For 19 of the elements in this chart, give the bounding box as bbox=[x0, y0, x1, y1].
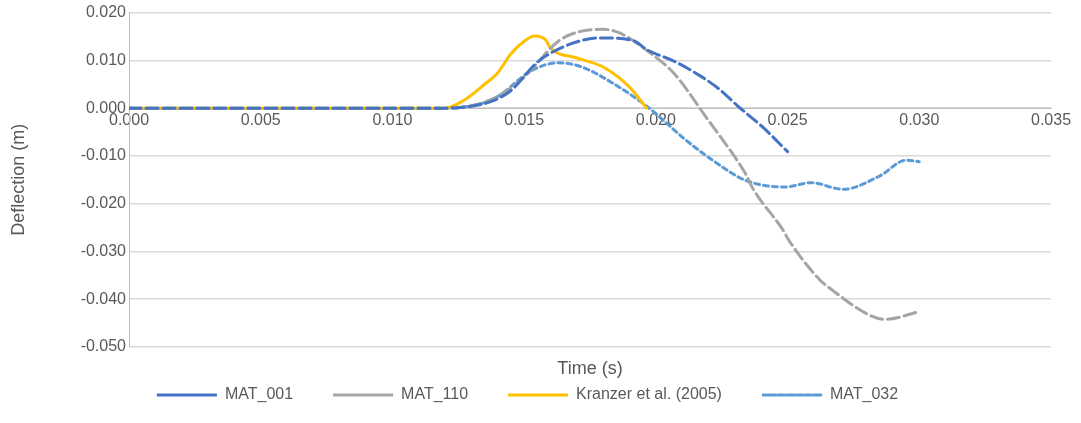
legend-label: MAT_001 bbox=[224, 385, 294, 404]
y-tick-label: -0.010 bbox=[80, 146, 127, 164]
x-tick-label: 0.005 bbox=[240, 111, 281, 129]
legend-label: MAT_032 bbox=[829, 385, 899, 404]
x-tick-label: 0.015 bbox=[504, 111, 545, 129]
legend-label: MAT_110 bbox=[401, 385, 469, 404]
y-tick-label: -0.020 bbox=[80, 194, 127, 212]
x-tick-label: 0.030 bbox=[899, 111, 940, 129]
x-tick-label: 0.010 bbox=[372, 111, 413, 129]
y-tick-label: -0.030 bbox=[80, 241, 127, 259]
legend-label: Kranzer et al. (2005) bbox=[576, 385, 722, 403]
x-tick-label: 0.035 bbox=[1030, 111, 1072, 129]
y-tick-label: 0.020 bbox=[85, 3, 127, 21]
x-tick-label: 0.025 bbox=[767, 111, 808, 129]
y-axis-title: Deflection (m) bbox=[7, 123, 28, 236]
y-tick-label: -0.050 bbox=[80, 337, 127, 355]
y-tick-label: 0.010 bbox=[85, 50, 127, 68]
y-tick-label: -0.040 bbox=[80, 289, 127, 307]
x-axis-title: Time (s) bbox=[557, 357, 623, 378]
